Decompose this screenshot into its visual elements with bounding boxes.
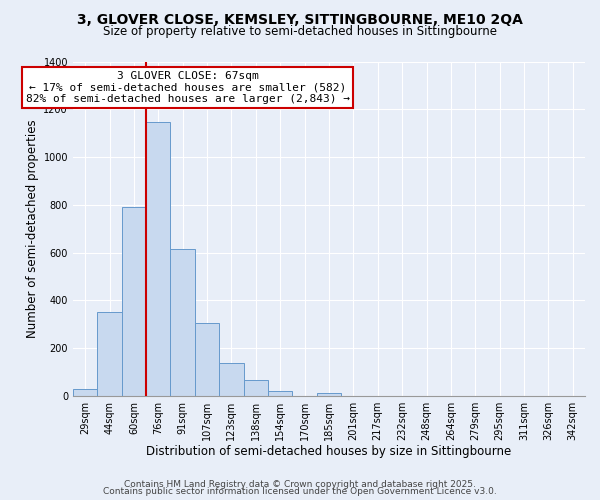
Text: 3 GLOVER CLOSE: 67sqm
← 17% of semi-detached houses are smaller (582)
82% of sem: 3 GLOVER CLOSE: 67sqm ← 17% of semi-deta… xyxy=(26,71,350,104)
Bar xyxy=(317,392,341,396)
Bar xyxy=(244,380,268,396)
Bar xyxy=(146,122,170,396)
Bar xyxy=(122,208,146,396)
Y-axis label: Number of semi-detached properties: Number of semi-detached properties xyxy=(26,120,39,338)
Text: Contains HM Land Registry data © Crown copyright and database right 2025.: Contains HM Land Registry data © Crown c… xyxy=(124,480,476,489)
X-axis label: Distribution of semi-detached houses by size in Sittingbourne: Distribution of semi-detached houses by … xyxy=(146,444,512,458)
Text: 3, GLOVER CLOSE, KEMSLEY, SITTINGBOURNE, ME10 2QA: 3, GLOVER CLOSE, KEMSLEY, SITTINGBOURNE,… xyxy=(77,12,523,26)
Bar xyxy=(97,312,122,396)
Text: Contains public sector information licensed under the Open Government Licence v3: Contains public sector information licen… xyxy=(103,487,497,496)
Bar xyxy=(170,249,195,396)
Bar xyxy=(195,323,219,396)
Bar xyxy=(268,391,292,396)
Text: Size of property relative to semi-detached houses in Sittingbourne: Size of property relative to semi-detach… xyxy=(103,25,497,38)
Bar xyxy=(73,389,97,396)
Bar xyxy=(219,362,244,396)
